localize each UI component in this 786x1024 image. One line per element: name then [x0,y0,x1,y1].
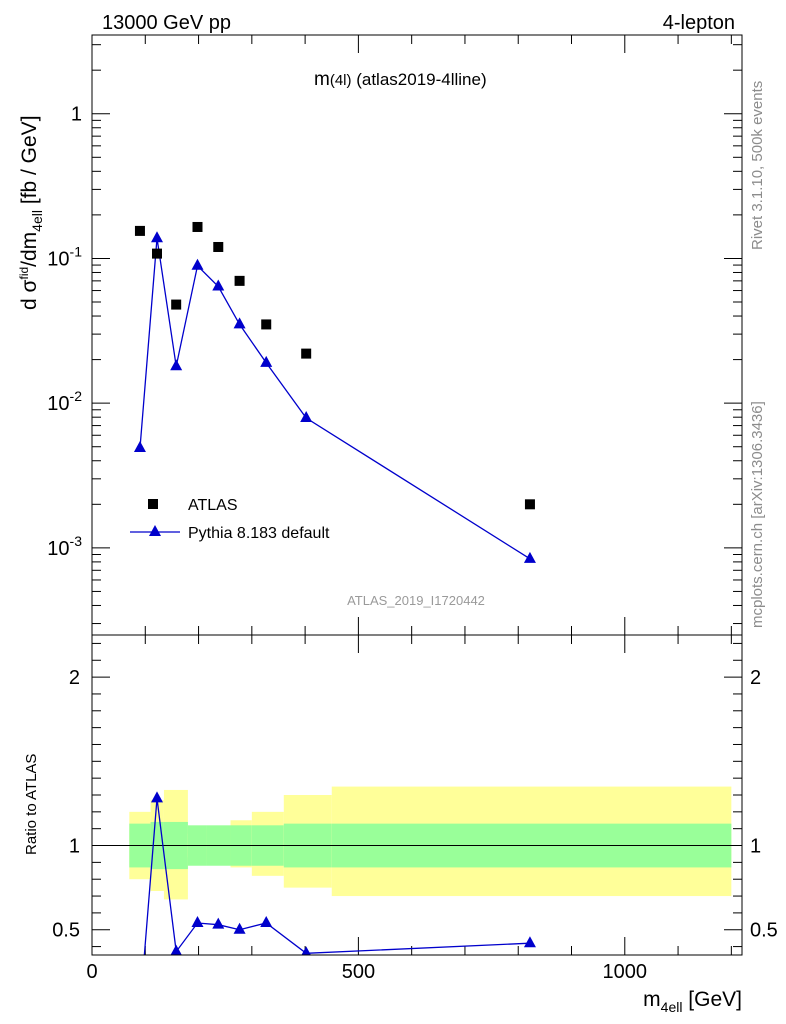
main-frame [91,34,743,636]
plot-title-rest: (atlas2019-4lline) [352,70,487,89]
plot-title: m(4l) (atlas2019-4lline) [314,69,487,90]
main-series [133,221,536,563]
ratio-mc-point [260,916,273,927]
header-right: 4-lepton [663,12,735,34]
data-point [301,348,312,359]
mc-point [133,440,146,452]
ratio-panel: 0.5 0.5 1 1 2 2 0 500 1000 [52,634,778,983]
ratio-y-tick-label-left: 1 [69,836,80,858]
ratio-mc-point [151,791,163,803]
x-axis-label: m4ell [GeV] [643,988,742,1015]
data-point [213,241,224,252]
mc-point [170,359,183,371]
x-tick-label: 0 [86,961,97,983]
ratio-mc-point [233,922,246,934]
mc-point [151,231,163,243]
ratio-y-tick-label-right: 1 [750,836,761,858]
legend-marker-atlas [148,499,158,509]
mc-point [523,551,536,563]
ratio-mc-point [301,946,311,955]
legend-label-mc: Pythia 8.183 default [188,525,330,542]
ratio-frame [91,634,743,956]
ratio-mc-point [170,944,182,955]
ylabel-fid: fid [17,267,31,280]
ylabel-part-c: [fb / GeV] [18,115,41,210]
main-panel: 10-3 10-2 10-1 1 [47,34,743,636]
ratio-y-axis-label: Ratio to ATLAS [23,754,40,855]
main-y-tick-label: 10-3 [47,533,82,560]
mc-point [212,279,225,291]
ratio-y-tick-label-right: 2 [750,667,761,689]
mc-point [191,258,204,270]
ratio-y-tick-label-right: 0.5 [750,920,778,942]
ratio-mc-point [212,917,225,929]
legend-marker-mc [149,525,161,536]
ratio-mc-point [191,916,204,927]
legend: ATLAS Pythia 8.183 default [130,497,330,542]
ratio-series-group [143,791,536,955]
xlabel-sub: 4ell [661,999,683,1015]
main-y-tick-label: 1 [71,104,82,126]
ratio-mc-point [523,936,536,948]
ylabel-sub: 4ell [29,210,45,232]
xlabel-part-a: m [643,988,661,1011]
xlabel-part-b: [GeV] [682,988,742,1011]
data-point [192,221,203,232]
analysis-watermark: ATLAS_2019_I1720442 [347,593,485,608]
ratio-y-tick-label-left: 2 [69,667,80,689]
data-point [171,299,182,310]
data-point [524,499,535,510]
main-y-tick-label: 10-2 [47,388,82,415]
main-axis-ticks: 10-3 10-2 10-1 1 [47,35,742,635]
ratio-y-tick-label-left: 0.5 [52,920,80,942]
rivet-version-label: Rivet 3.1.10, 500k events [749,81,766,250]
x-tick-label: 500 [342,961,375,983]
data-point [152,248,162,259]
data-point [134,225,145,236]
plot-title-main: m [314,69,330,90]
main-y-axis-label: d σfid/dm4ell [fb / GeV] [17,115,45,310]
ratio-series [143,791,536,955]
main-y-tick-label: 10-1 [47,243,82,270]
legend-label-atlas: ATLAS [188,497,238,514]
mc-point [233,317,246,329]
ratio-bands [92,786,742,900]
data-point [261,319,272,330]
mc-point [260,355,273,367]
source-label: mcplots.cern.ch [arXiv:1306.3436] [749,401,766,628]
ylabel-part-b: /dm [18,232,41,267]
plot-title-paren: (4l) [330,72,352,89]
mc-point [300,410,313,422]
x-tick-label: 1000 [603,961,648,983]
data-point [234,275,245,286]
ylabel-part-a: d σ [18,279,41,310]
header-left: 13000 GeV pp [102,12,231,34]
